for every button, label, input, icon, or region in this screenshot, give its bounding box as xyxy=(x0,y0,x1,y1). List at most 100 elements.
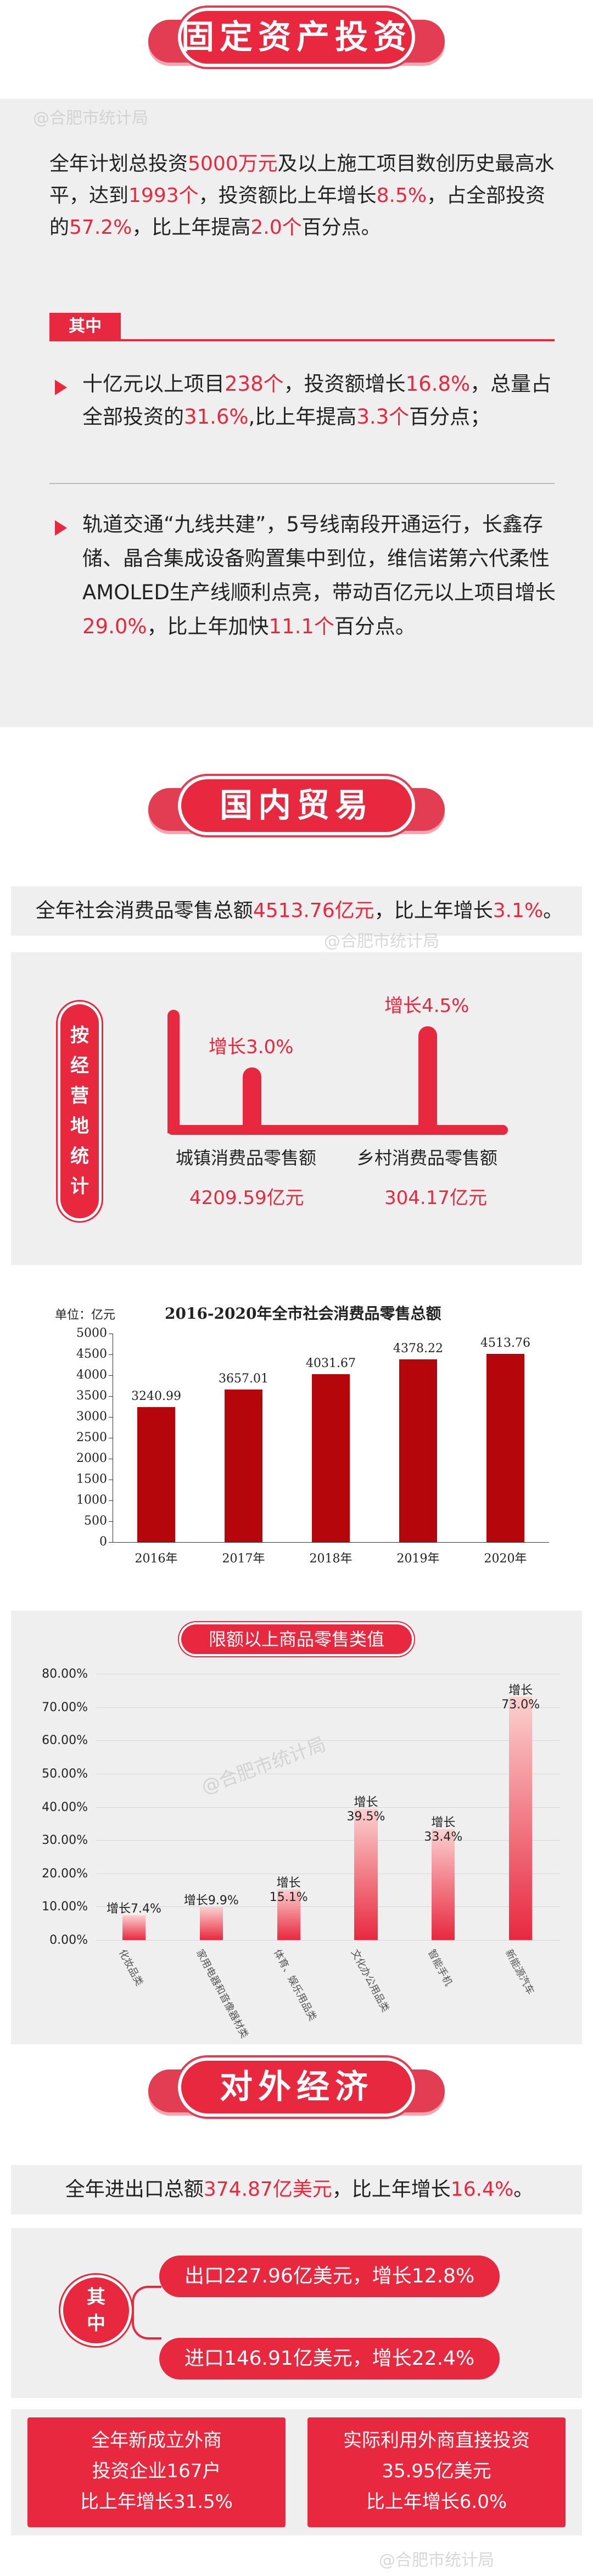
rural-label: 乡村消费品零售额 xyxy=(357,1148,498,1168)
gridline xyxy=(96,1740,560,1741)
section-title: 固定资产投资 xyxy=(181,18,412,57)
y-tick-label: 40.00% xyxy=(42,1800,88,1814)
y-tick-label: 50.00% xyxy=(42,1767,88,1781)
data-label: 增长7.4% xyxy=(107,1902,161,1916)
watermark: @合肥市统计局 xyxy=(324,932,439,951)
y-tick-label: 1000 xyxy=(76,1493,107,1507)
among-label: 其中 xyxy=(87,2286,105,2335)
bullet-icon xyxy=(55,520,67,536)
watermark: @合肥市统计局 xyxy=(33,109,148,128)
among-tag: 其中 xyxy=(49,313,121,340)
y-tick-label: 4500 xyxy=(76,1347,107,1361)
vertical-label: 按经营地统计 xyxy=(70,1025,89,1197)
x-axis xyxy=(113,1542,549,1543)
import-value: 进口146.91亿美元，增长22.4% xyxy=(184,2347,475,2370)
urban-value: 4209.59亿元 xyxy=(189,1187,304,1209)
y-tick-mark xyxy=(109,1396,113,1397)
chart2-title: 限额以上商品零售类值 xyxy=(208,1629,384,1650)
bar xyxy=(277,1889,300,1940)
gridline xyxy=(96,1906,560,1908)
y-tick-label: 70.00% xyxy=(42,1700,88,1714)
urban-growth-bar xyxy=(243,1067,261,1133)
y-tick-label: 30.00% xyxy=(42,1833,88,1848)
gridline xyxy=(96,1940,560,1941)
data-label: 增长15.1% xyxy=(269,1876,308,1905)
bar xyxy=(354,1808,378,1940)
bar xyxy=(486,1353,525,1542)
bar xyxy=(122,1915,146,1940)
y-tick-label: 60.00% xyxy=(42,1734,88,1748)
urban-growth: 增长3.0% xyxy=(209,1036,294,1058)
gridline xyxy=(96,1807,560,1808)
section-banner-foreign: 对外经济 xyxy=(148,2061,445,2121)
x-tick-label: 2020年 xyxy=(484,1552,527,1566)
among-circle xyxy=(63,2277,129,2343)
divider xyxy=(49,483,555,484)
investment-paragraph: 全年计划总投资5000万元及以上施工项目数创历史最高水平，达到1993个，投资额… xyxy=(49,153,555,239)
x-tick-label: 2018年 xyxy=(309,1552,353,1566)
section-title: 国内贸易 xyxy=(220,786,373,825)
y-tick-label: 500 xyxy=(84,1514,107,1528)
retail-headline-box xyxy=(11,886,582,936)
chart2-title-pill xyxy=(181,1624,412,1654)
urban-bar-base xyxy=(167,1010,180,1133)
y-tick-label: 2500 xyxy=(76,1431,107,1444)
y-tick-mark xyxy=(109,1354,113,1355)
import-pill xyxy=(159,2338,500,2380)
x-tick-label: 2019年 xyxy=(396,1552,440,1566)
data-label: 4513.76 xyxy=(480,1336,530,1350)
y-tick-mark xyxy=(109,1521,113,1522)
unit-label: 单位：亿元 xyxy=(55,1308,116,1322)
section-banner-trade: 国内贸易 xyxy=(148,779,445,840)
y-tick-mark xyxy=(109,1417,113,1418)
chart1-title: 2016-2020年全市社会消费品零售总额 xyxy=(165,1304,441,1323)
export-pill xyxy=(159,2256,500,2297)
data-label: 增长39.5% xyxy=(346,1795,385,1824)
y-tick-label: 0.00% xyxy=(49,1933,88,1947)
y-tick-label: 0 xyxy=(99,1535,107,1549)
rural-growth-bar xyxy=(418,1026,437,1133)
section-banner-investment: 固定资产投资 xyxy=(148,11,445,71)
y-tick-mark xyxy=(109,1500,113,1501)
y-tick-label: 3000 xyxy=(76,1410,107,1424)
bar xyxy=(509,1697,533,1940)
section-title: 对外经济 xyxy=(220,2068,373,2106)
rural-value: 304.17亿元 xyxy=(384,1187,487,1209)
bullet-item-2: 轨道交通“九线共建”，5号线南段开通运行，长鑫存储、晶合集成设备购置集中到位，维… xyxy=(82,513,556,638)
y-tick-label: 5000 xyxy=(76,1326,107,1340)
y-tick-label: 1500 xyxy=(76,1472,107,1486)
urban-label: 城镇消费品零售额 xyxy=(176,1148,317,1168)
bar xyxy=(399,1359,438,1542)
y-tick-label: 10.00% xyxy=(42,1900,88,1914)
data-label: 3240.99 xyxy=(131,1389,181,1403)
retail-headline: 全年社会消费品零售总额4513.76亿元，比上年增长3.1%。 xyxy=(35,899,563,922)
bullet-item-1: 十亿元以上项目238个，投资额增长16.8%，总量占全部投资的31.6%,比上年… xyxy=(82,372,552,429)
y-tick-mark xyxy=(109,1542,113,1543)
data-label: 4378.22 xyxy=(393,1342,443,1356)
y-tick-label: 20.00% xyxy=(42,1866,88,1881)
gridline xyxy=(96,1840,560,1841)
y-tick-label: 3500 xyxy=(76,1389,107,1403)
data-label: 增长9.9% xyxy=(183,1893,239,1908)
watermark: @合肥市统计局 xyxy=(379,2551,494,2570)
y-tick-label: 2000 xyxy=(76,1452,107,1465)
vertical-label-box xyxy=(60,1004,99,1218)
data-label: 3657.01 xyxy=(219,1372,268,1386)
bar xyxy=(199,1906,223,1940)
category-chart-panel xyxy=(11,1611,582,2044)
x-tick-label: 2016年 xyxy=(135,1552,178,1566)
fdi-card: 实际利用外商直接投资 35.95亿美元 比上年增长6.0% xyxy=(307,2417,566,2527)
y-tick-mark xyxy=(109,1375,113,1376)
y-tick-label: 4000 xyxy=(76,1368,107,1382)
data-label: 增长33.4% xyxy=(424,1815,463,1844)
trade-headline-box xyxy=(11,2165,582,2214)
bar xyxy=(224,1390,263,1542)
investment-panel xyxy=(0,99,593,727)
bar xyxy=(432,1829,455,1940)
retail-breakdown-panel xyxy=(11,952,582,1265)
y-tick-label: 80.00% xyxy=(42,1667,88,1681)
data-label: 4031.67 xyxy=(306,1356,356,1370)
export-value: 出口227.96亿美元，增长12.8% xyxy=(184,2265,475,2287)
data-label: 增长73.0% xyxy=(501,1684,540,1712)
rural-growth: 增长4.5% xyxy=(384,995,469,1017)
